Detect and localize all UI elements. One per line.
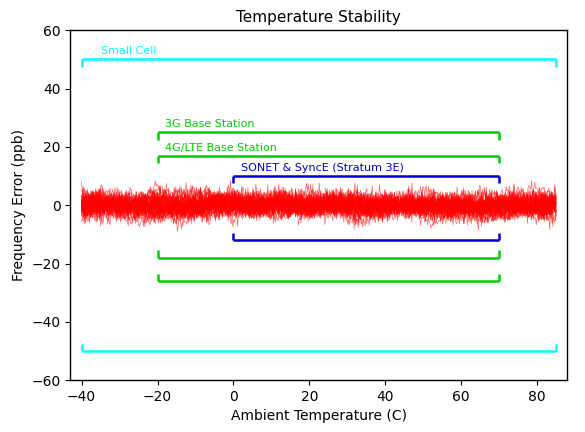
Title: Temperature Stability: Temperature Stability: [236, 10, 401, 25]
Text: Small Cell: Small Cell: [101, 47, 156, 57]
Text: SONET & SyncE (Stratum 3E): SONET & SyncE (Stratum 3E): [241, 163, 404, 173]
Text: 4G/LTE Base Station: 4G/LTE Base Station: [165, 143, 277, 152]
X-axis label: Ambient Temperature (C): Ambient Temperature (C): [231, 410, 407, 423]
Text: 3G Base Station: 3G Base Station: [165, 119, 254, 130]
Y-axis label: Frequency Error (ppb): Frequency Error (ppb): [12, 129, 26, 281]
